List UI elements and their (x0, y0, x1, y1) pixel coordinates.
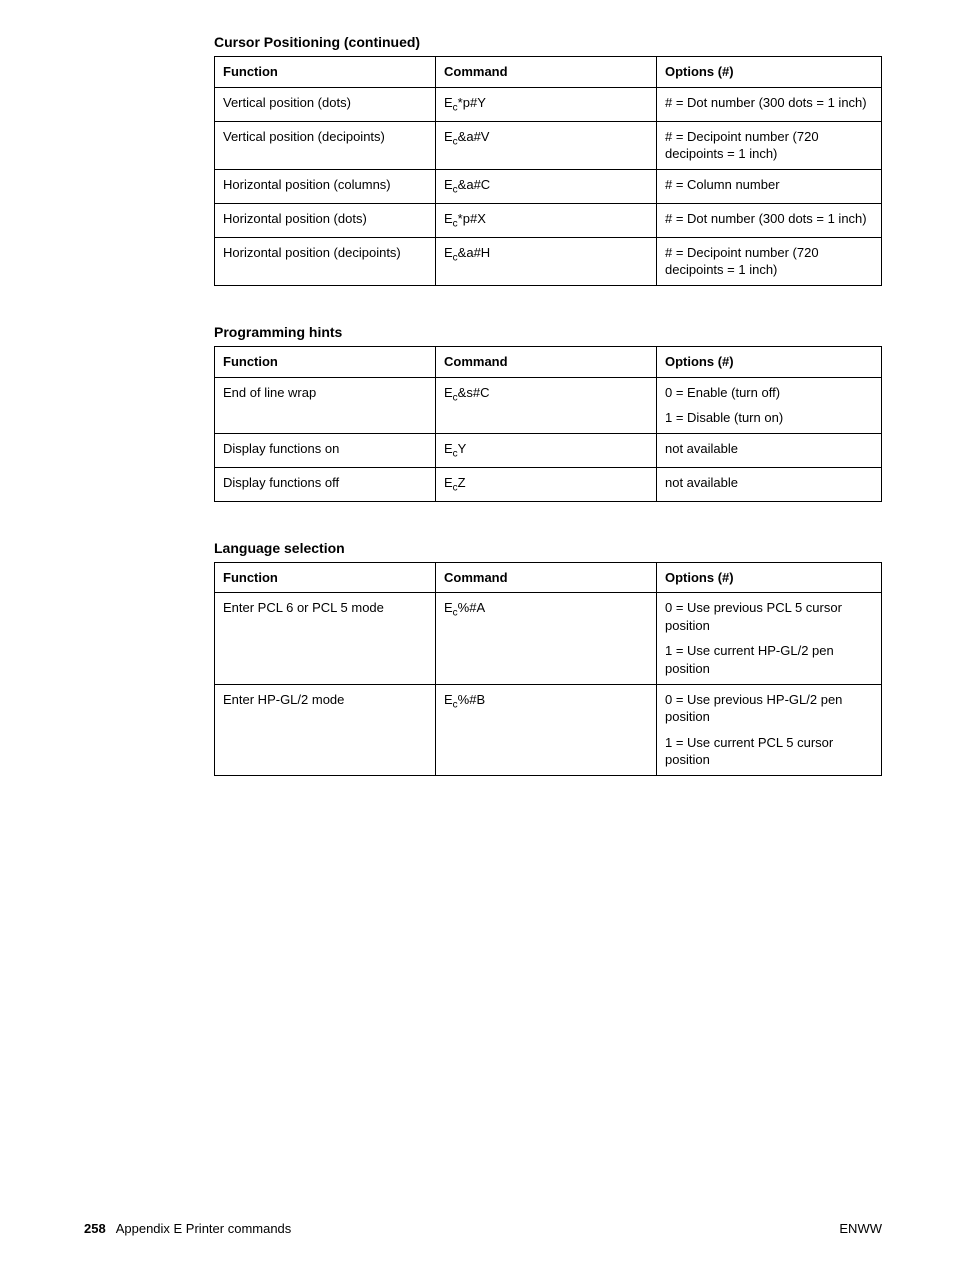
table-row: Horizontal position (dots) Ec*p#X # = Do… (215, 203, 882, 237)
cell-command: Ec*p#Y (436, 87, 657, 121)
cell-options: # = Dot number (300 dots = 1 inch) (657, 203, 882, 237)
cell-options: # = Column number (657, 169, 882, 203)
table-row: Horizontal position (decipoints) Ec&a#H … (215, 237, 882, 285)
table-row: Vertical position (dots) Ec*p#Y # = Dot … (215, 87, 882, 121)
section-title: Cursor Positioning (continued) (214, 34, 882, 50)
col-function: Function (215, 562, 436, 593)
page-number: 258 (84, 1221, 106, 1236)
cell-options: # = Decipoint number (720 decipoints = 1… (657, 237, 882, 285)
cell-function: Vertical position (decipoints) (215, 121, 436, 169)
table-row: Display functions off EcZ not available (215, 467, 882, 501)
cell-options: 0 = Use previous PCL 5 cursor position 1… (657, 593, 882, 684)
cell-function: End of line wrap (215, 377, 436, 433)
cell-options: # = Dot number (300 dots = 1 inch) (657, 87, 882, 121)
table-header-row: Function Command Options (#) (215, 347, 882, 378)
footer-right: ENWW (839, 1221, 882, 1236)
table-row: Horizontal position (columns) Ec&a#C # =… (215, 169, 882, 203)
table-programming-hints: Function Command Options (#) End of line… (214, 346, 882, 502)
document-page: Cursor Positioning (continued) Function … (0, 0, 954, 1270)
table-header-row: Function Command Options (#) (215, 57, 882, 88)
appendix-label: Appendix E Printer commands (116, 1221, 292, 1236)
cell-function: Horizontal position (columns) (215, 169, 436, 203)
cell-options: 0 = Use previous HP-GL/2 pen position 1 … (657, 684, 882, 775)
footer-left: 258 Appendix E Printer commands (84, 1221, 291, 1236)
cell-function: Display functions on (215, 433, 436, 467)
cell-command: Ec&a#V (436, 121, 657, 169)
cell-function: Display functions off (215, 467, 436, 501)
section-language-selection: Language selection Function Command Opti… (214, 540, 882, 776)
section-title: Language selection (214, 540, 882, 556)
table-cursor-positioning: Function Command Options (#) Vertical po… (214, 56, 882, 286)
table-row: End of line wrap Ec&s#C 0 = Enable (turn… (215, 377, 882, 433)
cell-command: Ec&a#H (436, 237, 657, 285)
cell-function: Vertical position (dots) (215, 87, 436, 121)
cell-command: EcY (436, 433, 657, 467)
section-title: Programming hints (214, 324, 882, 340)
cell-options: # = Decipoint number (720 decipoints = 1… (657, 121, 882, 169)
cell-function: Horizontal position (dots) (215, 203, 436, 237)
col-options: Options (#) (657, 347, 882, 378)
cell-function: Enter HP-GL/2 mode (215, 684, 436, 775)
section-programming-hints: Programming hints Function Command Optio… (214, 324, 882, 502)
table-row: Enter HP-GL/2 mode Ec%#B 0 = Use previou… (215, 684, 882, 775)
section-cursor-positioning: Cursor Positioning (continued) Function … (214, 34, 882, 286)
cell-options: 0 = Enable (turn off) 1 = Disable (turn … (657, 377, 882, 433)
col-command: Command (436, 57, 657, 88)
col-command: Command (436, 562, 657, 593)
col-options: Options (#) (657, 57, 882, 88)
cell-command: EcZ (436, 467, 657, 501)
cell-options: not available (657, 467, 882, 501)
cell-function: Enter PCL 6 or PCL 5 mode (215, 593, 436, 684)
cell-function: Horizontal position (decipoints) (215, 237, 436, 285)
table-row: Enter PCL 6 or PCL 5 mode Ec%#A 0 = Use … (215, 593, 882, 684)
page-footer: 258 Appendix E Printer commands ENWW (84, 1221, 882, 1236)
cell-command: Ec%#B (436, 684, 657, 775)
col-function: Function (215, 57, 436, 88)
table-header-row: Function Command Options (#) (215, 562, 882, 593)
cell-command: Ec*p#X (436, 203, 657, 237)
col-command: Command (436, 347, 657, 378)
table-row: Display functions on EcY not available (215, 433, 882, 467)
table-row: Vertical position (decipoints) Ec&a#V # … (215, 121, 882, 169)
cell-command: Ec%#A (436, 593, 657, 684)
cell-options: not available (657, 433, 882, 467)
table-language-selection: Function Command Options (#) Enter PCL 6… (214, 562, 882, 776)
cell-command: Ec&s#C (436, 377, 657, 433)
col-options: Options (#) (657, 562, 882, 593)
col-function: Function (215, 347, 436, 378)
cell-command: Ec&a#C (436, 169, 657, 203)
